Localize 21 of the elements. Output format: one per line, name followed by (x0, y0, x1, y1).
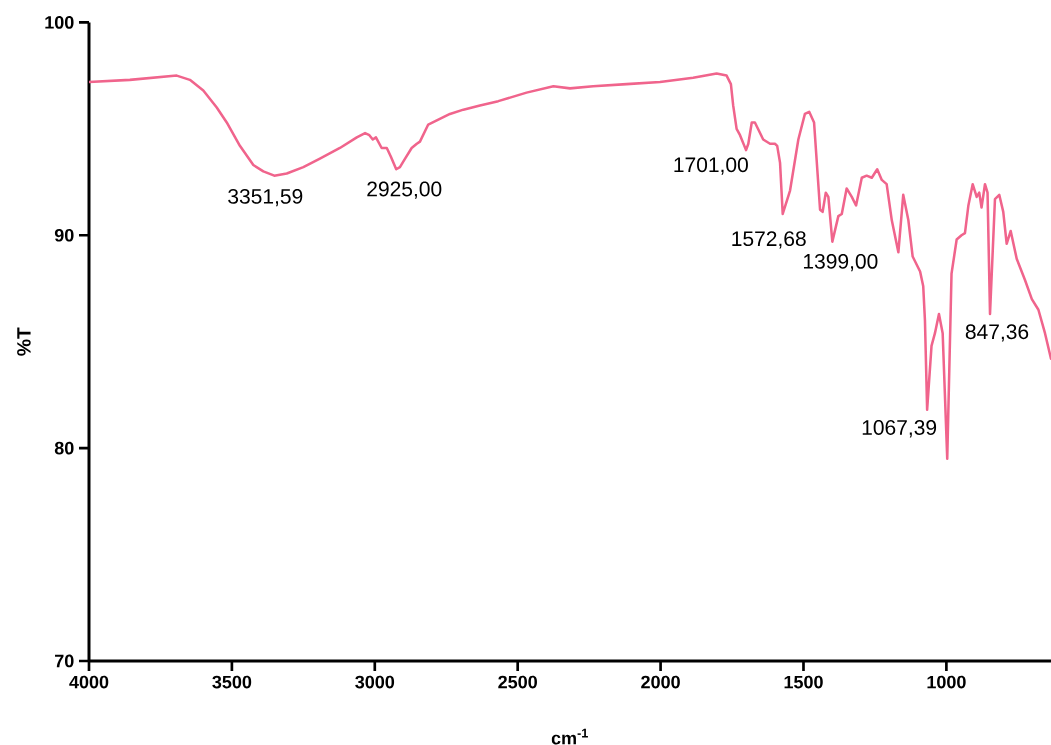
line-series (88, 72, 1051, 461)
annotation: 1067,39 (862, 420, 937, 438)
x-tick-label: 1000 (927, 675, 966, 689)
annotation: 847,36 (965, 324, 1029, 342)
x-tick-label: 1500 (784, 675, 823, 689)
x-tick-label: 2500 (498, 675, 537, 689)
y-tick-label: 90 (54, 228, 74, 242)
x-tick-label: 2000 (641, 675, 680, 689)
y-tick-label: 70 (55, 654, 74, 668)
annotation: 1572,68 (732, 231, 806, 249)
annotation: 3351,59 (228, 188, 303, 207)
y-tick-label: 100 (45, 16, 74, 29)
x-tick-label: 3500 (212, 675, 252, 689)
y-axis-title: %T (17, 327, 31, 356)
x-axis-title: cm$^{-1}$ (551, 728, 588, 745)
annotation: 1399,00 (803, 253, 878, 272)
annotation: 1701,00 (674, 157, 748, 175)
x-tick-label: 4000 (69, 675, 109, 689)
y-tick-label: 80 (54, 441, 74, 455)
annotation: 2925,00 (367, 181, 442, 199)
x-tick-label: 3000 (355, 675, 395, 689)
